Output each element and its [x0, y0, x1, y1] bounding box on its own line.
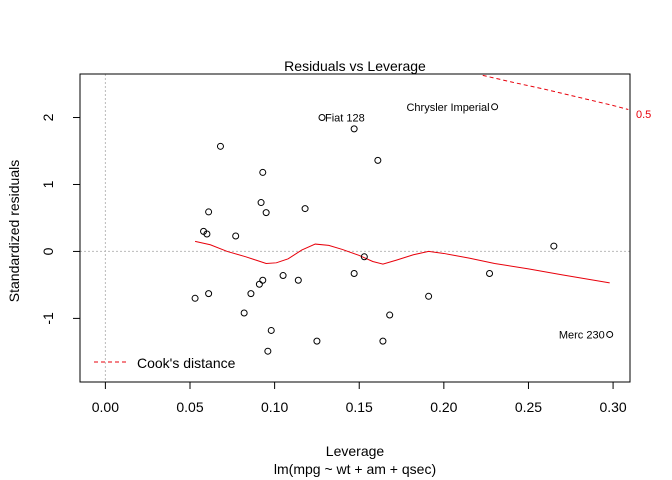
- data-point: [240, 309, 248, 317]
- data-point: [491, 103, 499, 111]
- x-tick-label: 0.10: [261, 399, 288, 415]
- x-tick-label: 0.15: [346, 399, 373, 415]
- data-point: [606, 330, 614, 338]
- data-point: [379, 337, 387, 345]
- data-point: [425, 292, 433, 300]
- y-axis-label: Standardized residuals: [6, 160, 22, 302]
- point-label: Chrysler Imperial: [406, 102, 489, 114]
- x-tick-label: 0.00: [92, 399, 119, 415]
- cooks-contour-line: [482, 74, 629, 110]
- point-labels: Fiat 128 Chrysler Imperial Merc 230: [325, 102, 605, 342]
- chart-title: Residuals vs Leverage: [284, 58, 426, 74]
- data-point: [216, 142, 224, 150]
- data-point: [386, 311, 394, 319]
- reference-lines: [80, 74, 630, 382]
- data-points: [191, 103, 614, 355]
- data-point: [374, 156, 382, 164]
- smoother-curve: [194, 240, 610, 284]
- data-point: [267, 326, 275, 334]
- x-axis-label: Leverage: [326, 443, 385, 459]
- data-point: [262, 209, 270, 217]
- data-point: [350, 125, 358, 133]
- data-point: [247, 290, 255, 298]
- data-point: [259, 276, 267, 284]
- y-axis: -1 0 1 2: [40, 113, 81, 325]
- data-point: [486, 270, 494, 278]
- data-point: [259, 168, 267, 176]
- x-axis: 0.00 0.05 0.10 0.15 0.20 0.25 0.30: [92, 381, 627, 415]
- data-point: [264, 347, 272, 355]
- point-label: Merc 230: [559, 329, 605, 341]
- data-point: [360, 253, 368, 261]
- plot-content: Fiat 128 Chrysler Imperial Merc 230: [80, 74, 630, 382]
- chart-subtitle: lm(mpg ~ wt + am + qsec): [274, 461, 436, 477]
- data-point: [191, 294, 199, 302]
- y-tick-label: 0: [40, 247, 56, 255]
- y-tick-label: 2: [40, 113, 56, 121]
- y-tick-label: 1: [40, 180, 56, 188]
- data-point: [313, 337, 321, 345]
- data-point: [294, 276, 302, 284]
- data-point: [550, 242, 558, 250]
- x-tick-label: 0.30: [599, 399, 626, 415]
- x-tick-label: 0.20: [430, 399, 457, 415]
- x-tick-label: 0.25: [515, 399, 542, 415]
- legend-cooks-label: Cook's distance: [137, 355, 236, 371]
- cooks-distance-contour: [482, 74, 629, 110]
- data-point: [257, 199, 265, 207]
- cooks-level-label: 0.5: [636, 109, 651, 121]
- point-label: Fiat 128: [325, 113, 365, 125]
- data-point: [350, 270, 358, 278]
- data-point: [318, 114, 326, 122]
- legend: Cook's distance: [94, 355, 236, 371]
- x-tick-label: 0.05: [176, 399, 203, 415]
- data-point: [205, 208, 213, 216]
- data-point: [279, 272, 287, 280]
- data-point: [301, 205, 309, 213]
- data-point: [232, 232, 240, 240]
- data-point: [205, 290, 213, 298]
- data-point: [255, 280, 263, 288]
- data-point: [203, 230, 211, 238]
- smoother-line: [194, 240, 610, 284]
- y-tick-label: -1: [40, 312, 56, 325]
